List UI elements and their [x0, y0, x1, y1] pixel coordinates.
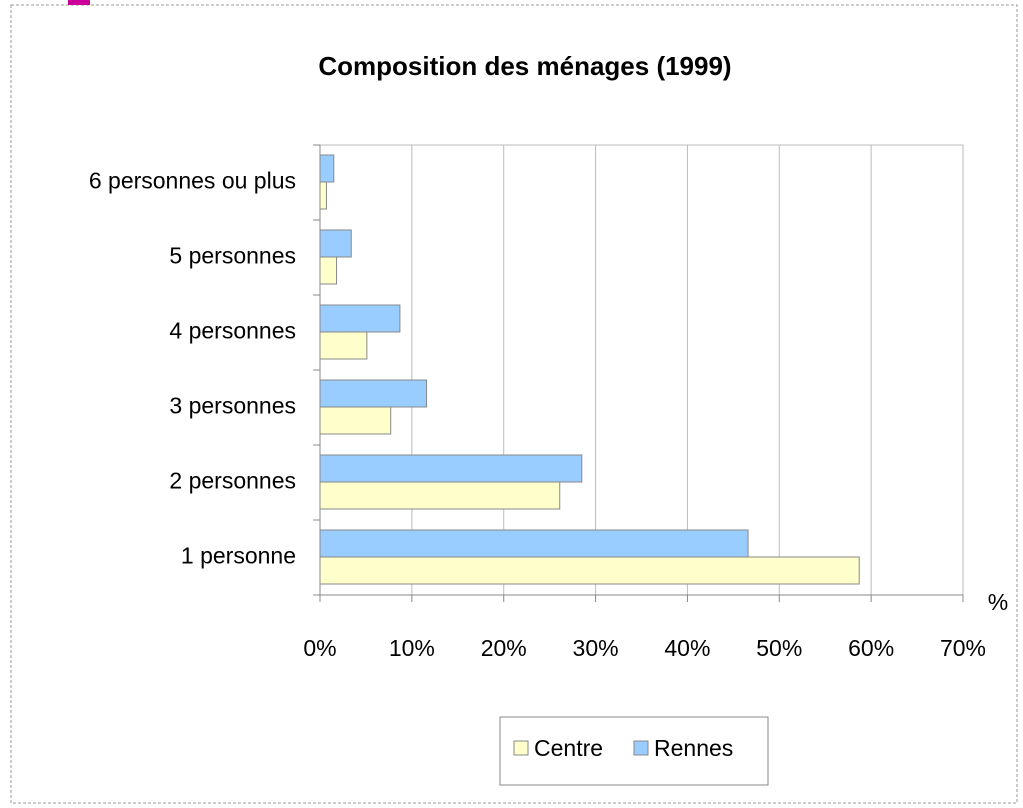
bar	[319, 154, 335, 183]
x-tick-label: 10%	[389, 635, 435, 661]
y-tick-label: 6 personnes ou plus	[89, 168, 296, 194]
chart-title: Composition des ménages (1999)	[318, 51, 731, 81]
bar	[319, 379, 428, 408]
y-tick-label: 3 personnes	[169, 393, 296, 419]
decoration	[68, 0, 90, 5]
bar	[319, 406, 392, 435]
y-tick-label: 4 personnes	[169, 318, 296, 344]
bar	[319, 229, 352, 258]
x-tick-label: 30%	[573, 635, 619, 661]
bar	[319, 181, 327, 210]
x-tick-label: 60%	[848, 635, 894, 661]
x-tick-label: 40%	[664, 635, 710, 661]
legend-label: Centre	[534, 735, 603, 761]
x-tick-label: 70%	[940, 635, 986, 661]
y-tick-label: 2 personnes	[169, 468, 296, 494]
y-tick-label: 5 personnes	[169, 243, 296, 269]
legend-label: Rennes	[654, 735, 733, 761]
legend-box	[499, 716, 769, 786]
bar	[319, 556, 860, 585]
x-tick-label: 50%	[756, 635, 802, 661]
x-tick-label: 0%	[303, 635, 336, 661]
bar	[319, 529, 749, 558]
chart-border	[10, 4, 1018, 804]
x-axis-label: %	[988, 589, 1008, 615]
legend-swatch	[513, 740, 529, 756]
x-tick-label: 20%	[481, 635, 527, 661]
bar	[319, 481, 561, 510]
bar	[319, 454, 583, 483]
legend-swatch	[633, 740, 649, 756]
bar	[319, 304, 401, 333]
bar	[319, 331, 368, 360]
bar	[319, 256, 338, 285]
y-tick-label: 1 personne	[181, 543, 296, 569]
